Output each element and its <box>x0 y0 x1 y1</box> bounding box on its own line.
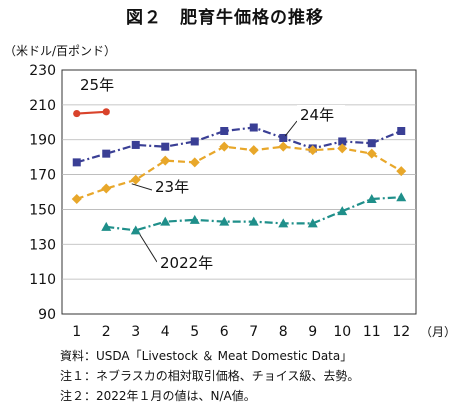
series-23-label-bg <box>152 177 200 196</box>
series-2022-point <box>219 216 230 226</box>
series-25-label-bg <box>77 75 125 94</box>
series-24-point <box>279 133 288 142</box>
note-1: 注１：ネブラスカの相対取引価格、チョイス級、去勢。 <box>60 369 360 383</box>
series-25-point <box>102 108 110 116</box>
series-2022-point <box>278 218 289 228</box>
series-2022-point <box>248 216 259 226</box>
x-tick-label: 12 <box>392 324 410 340</box>
y-axis-unit-label: （米ドル/百ポンド） <box>4 44 117 58</box>
series-2022-leader-line <box>139 234 158 263</box>
y-tick-label: 90 <box>38 307 56 323</box>
series-24-point <box>220 127 229 135</box>
x-tick-label: 2 <box>102 324 111 340</box>
series-2022-point <box>160 216 171 226</box>
series-23-point <box>248 145 259 156</box>
plot-frame <box>61 69 417 315</box>
series-2022-point <box>130 225 141 235</box>
series-25-line <box>76 110 107 115</box>
y-tick-label: 230 <box>29 63 56 79</box>
y-tick-label: 150 <box>29 202 56 218</box>
series-2022-point <box>366 193 377 203</box>
series-23-point <box>219 141 230 152</box>
series-23-point <box>396 166 407 177</box>
series-24-label: 24年 <box>300 106 334 124</box>
x-tick-label: 1 <box>72 324 81 340</box>
chart-title: 図２ 肥育牛価格の推移 <box>126 8 324 28</box>
series-23-point <box>307 145 318 156</box>
x-tick-label: 6 <box>220 324 229 340</box>
series-23-label: 23年 <box>155 178 189 196</box>
x-tick-label: 11 <box>363 324 381 340</box>
series-23-point <box>278 141 289 152</box>
series-24-label-bg <box>297 105 345 124</box>
x-tick-label: 7 <box>249 324 258 340</box>
series-2022-point <box>337 206 348 216</box>
series-24-point <box>249 123 258 132</box>
series-24-point <box>131 140 140 149</box>
series-23-point <box>160 155 171 166</box>
series-25-label: 25年 <box>80 76 114 94</box>
series-24-point <box>161 142 170 151</box>
chart-notes: 資料：USDA「Livestock ＆ Meat Domestic Data」 … <box>60 346 359 406</box>
series-2022-point <box>189 214 200 224</box>
x-tick-label: 10 <box>333 324 351 340</box>
series-23-line <box>76 145 402 201</box>
series-24-point <box>102 149 111 158</box>
series-2022-point <box>396 192 407 202</box>
series-23-point <box>189 157 200 168</box>
series-24-leader-line <box>284 120 298 137</box>
y-tick-label: 210 <box>29 98 56 114</box>
series-23-point <box>337 143 348 154</box>
series-24-point <box>397 127 406 135</box>
y-tick-label: 190 <box>29 133 56 149</box>
series-24-line <box>76 126 402 164</box>
x-tick-label: 9 <box>308 324 317 340</box>
x-tick-label: 8 <box>279 324 288 340</box>
series-24-point <box>72 158 81 167</box>
series-23-point <box>130 174 141 185</box>
x-tick-label: 5 <box>190 324 199 340</box>
series-23-leader-line <box>131 183 153 191</box>
y-tick-label: 130 <box>29 237 56 253</box>
x-axis-unit-label: （月） <box>420 325 450 339</box>
series-24-point <box>190 137 199 146</box>
series-2022-label: 2022年 <box>160 254 213 272</box>
y-tick-label: 170 <box>29 168 56 184</box>
series-2022-point <box>307 218 318 228</box>
series-23-point <box>366 148 377 159</box>
series-24-point <box>367 139 376 148</box>
series-25-point <box>73 109 81 118</box>
series-24-point <box>338 137 347 146</box>
series-2022-point <box>101 221 112 231</box>
y-tick-label: 110 <box>29 272 56 288</box>
note-2: 注２：2022年１月の値は、N/A値。 <box>60 389 256 403</box>
x-tick-label: 4 <box>161 324 170 340</box>
series-2022-label-bg <box>157 253 233 272</box>
series-23-point <box>71 193 82 204</box>
series-23-point <box>101 183 112 194</box>
source-note: 資料：USDA「Livestock ＆ Meat Domestic Data」 <box>60 349 353 363</box>
x-tick-label: 3 <box>131 324 140 340</box>
